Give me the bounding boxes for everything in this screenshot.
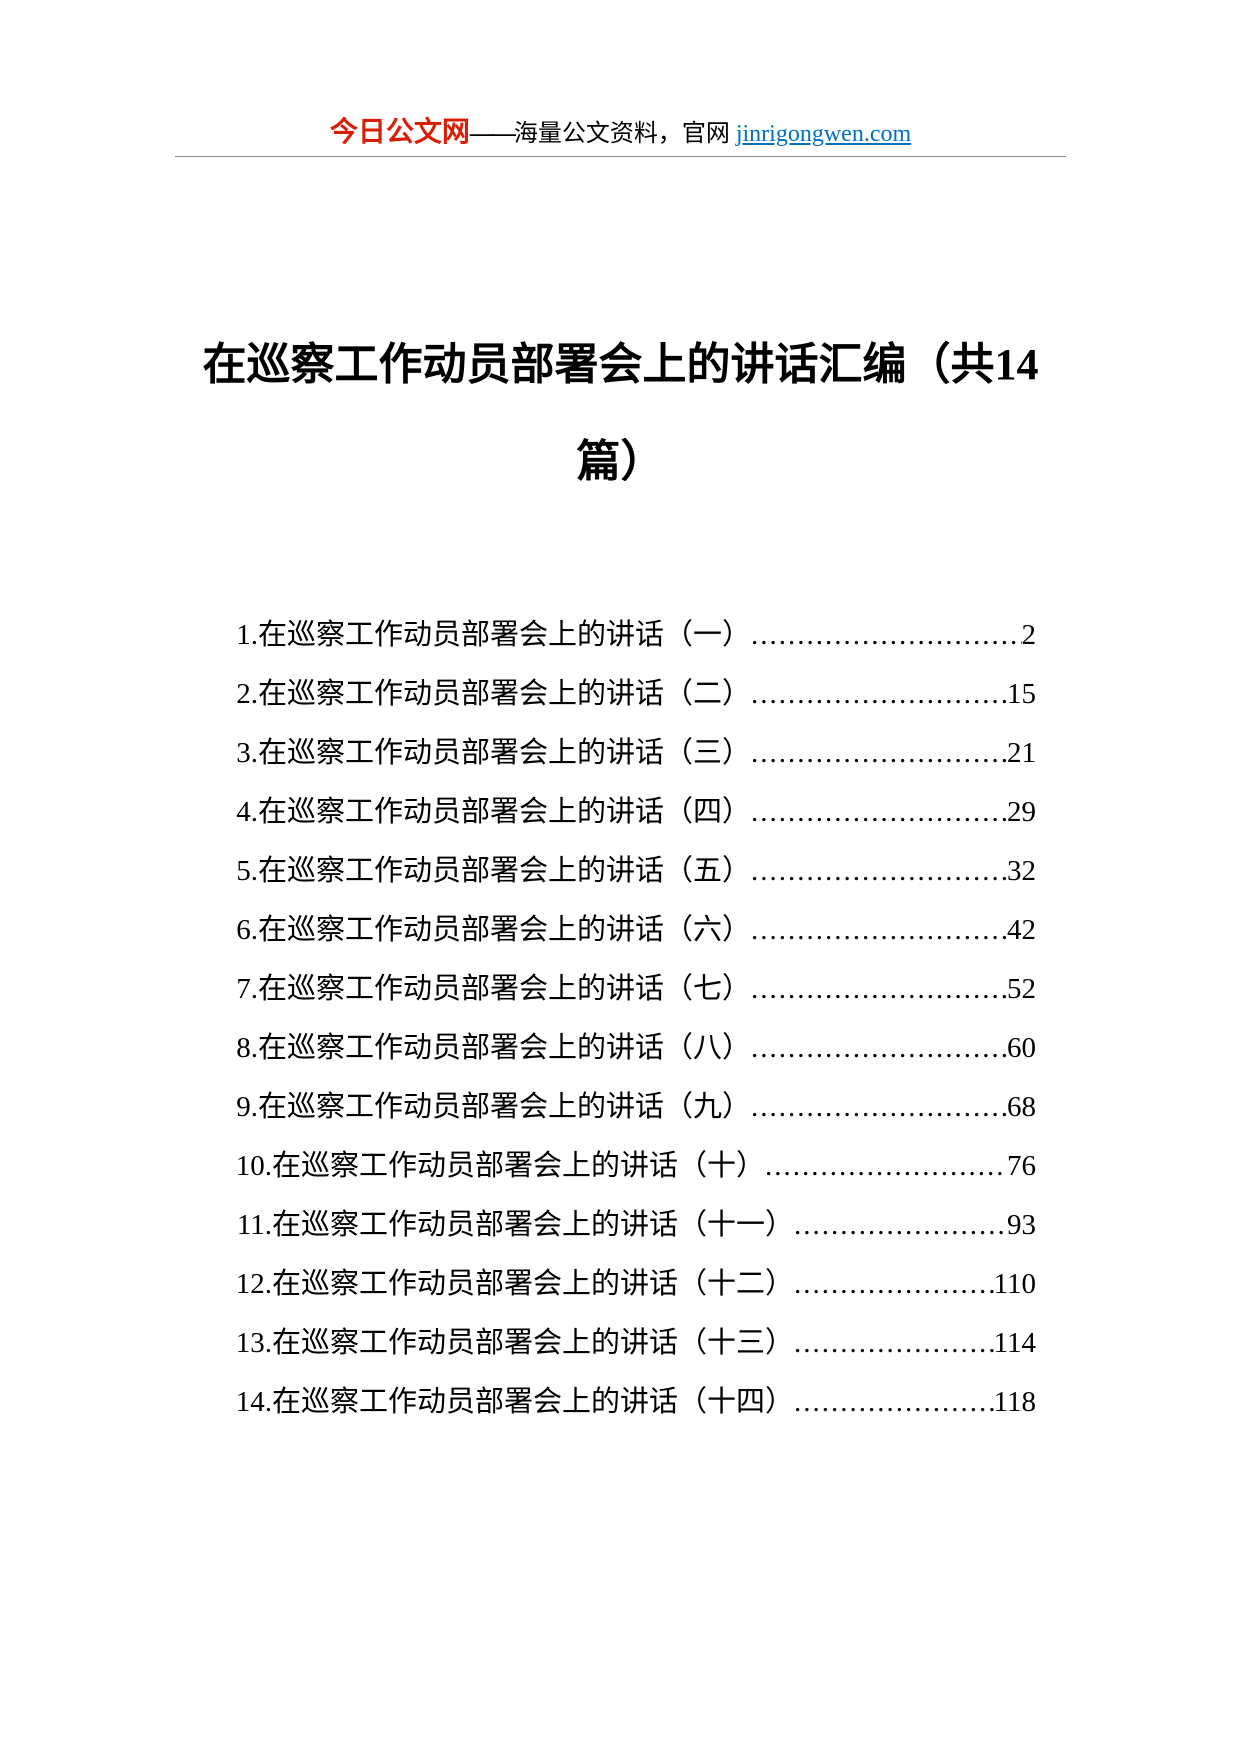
toc-entry[interactable]: 13.在巡察工作动员部署会上的讲话（十三）...................… — [230, 1329, 1036, 1358]
toc-label: 在巡察工作动员部署会上的讲话（十一） — [272, 1211, 794, 1240]
document-page: 今日公文网——海量公文资料，官网 jinrigongwen.com 在巡察工作动… — [0, 0, 1241, 1547]
toc-number: 7. — [230, 975, 258, 1004]
toc-number: 11. — [230, 1211, 272, 1240]
toc-label: 在巡察工作动员部署会上的讲话（七） — [258, 975, 751, 1004]
toc-number: 12. — [230, 1270, 272, 1299]
toc-number: 4. — [230, 798, 258, 827]
toc-number: 2. — [230, 680, 258, 709]
toc-label: 在巡察工作动员部署会上的讲话（十） — [272, 1152, 765, 1181]
toc-leader-dots: ........................................… — [751, 857, 1007, 886]
toc-leader-dots: ........................................… — [794, 1270, 994, 1299]
toc-leader-dots: ........................................… — [794, 1329, 994, 1358]
toc-label: 在巡察工作动员部署会上的讲话（八） — [258, 1034, 751, 1063]
toc-label: 在巡察工作动员部署会上的讲话（十四） — [272, 1388, 794, 1417]
toc-number: 9. — [230, 1093, 258, 1122]
toc-page-number: 68 — [1007, 1093, 1036, 1122]
toc-page-number: 52 — [1007, 975, 1036, 1004]
toc-page-number: 42 — [1007, 916, 1036, 945]
toc-number: 13. — [230, 1329, 272, 1358]
toc-number: 1. — [230, 621, 258, 650]
toc-label: 在巡察工作动员部署会上的讲话（二） — [258, 680, 751, 709]
toc-label: 在巡察工作动员部署会上的讲话（一） — [258, 621, 751, 650]
toc-page-number: 2 — [1022, 621, 1037, 650]
toc-number: 5. — [230, 857, 258, 886]
table-of-contents: 1. 在巡察工作动员部署会上的讲话（一）....................… — [175, 621, 1066, 1417]
toc-page-number: 32 — [1007, 857, 1036, 886]
toc-number: 10. — [230, 1152, 272, 1181]
toc-page-number: 110 — [994, 1270, 1036, 1299]
page-header: 今日公文网——海量公文资料，官网 jinrigongwen.com — [175, 110, 1066, 157]
toc-number: 6. — [230, 916, 258, 945]
toc-leader-dots: ........................................… — [765, 1152, 1007, 1181]
toc-leader-dots: ........................................… — [751, 680, 1007, 709]
toc-leader-dots: ........................................… — [751, 1093, 1007, 1122]
document-title: 在巡察工作动员部署会上的讲话汇编（共14 篇） — [175, 317, 1066, 511]
toc-entry[interactable]: 14.在巡察工作动员部署会上的讲话（十四）...................… — [230, 1388, 1036, 1417]
toc-label: 在巡察工作动员部署会上的讲话（九） — [258, 1093, 751, 1122]
toc-entry[interactable]: 10.在巡察工作动员部署会上的讲话（十）....................… — [230, 1152, 1036, 1181]
toc-leader-dots: ........................................… — [751, 1034, 1007, 1063]
toc-entry[interactable]: 4. 在巡察工作动员部署会上的讲话（四）....................… — [230, 798, 1036, 827]
toc-entry[interactable]: 8. 在巡察工作动员部署会上的讲话（八）....................… — [230, 1034, 1036, 1063]
toc-label: 在巡察工作动员部署会上的讲话（三） — [258, 739, 751, 768]
toc-entry[interactable]: 1. 在巡察工作动员部署会上的讲话（一）....................… — [230, 621, 1036, 650]
toc-entry[interactable]: 5. 在巡察工作动员部署会上的讲话（五）....................… — [230, 857, 1036, 886]
toc-entry[interactable]: 7. 在巡察工作动员部署会上的讲话（七）....................… — [230, 975, 1036, 1004]
toc-page-number: 114 — [994, 1329, 1036, 1358]
toc-leader-dots: ........................................… — [751, 798, 1007, 827]
toc-page-number: 15 — [1007, 680, 1036, 709]
toc-entry[interactable]: 3. 在巡察工作动员部署会上的讲话（三）....................… — [230, 739, 1036, 768]
toc-entry[interactable]: 2. 在巡察工作动员部署会上的讲话（二）....................… — [230, 680, 1036, 709]
toc-page-number: 60 — [1007, 1034, 1036, 1063]
toc-page-number: 118 — [994, 1388, 1036, 1417]
toc-entry[interactable]: 11.在巡察工作动员部署会上的讲话（十一）...................… — [230, 1211, 1036, 1240]
toc-number: 8. — [230, 1034, 258, 1063]
toc-leader-dots: ........................................… — [794, 1211, 1007, 1240]
toc-entry[interactable]: 6. 在巡察工作动员部署会上的讲话（六）....................… — [230, 916, 1036, 945]
toc-number: 14. — [230, 1388, 272, 1417]
toc-label: 在巡察工作动员部署会上的讲话（十三） — [272, 1329, 794, 1358]
toc-leader-dots: ........................................… — [751, 621, 1021, 650]
header-dash: —— — [470, 121, 514, 147]
toc-label: 在巡察工作动员部署会上的讲话（四） — [258, 798, 751, 827]
toc-page-number: 21 — [1007, 739, 1036, 768]
toc-label: 在巡察工作动员部署会上的讲话（十二） — [272, 1270, 794, 1299]
toc-leader-dots: ........................................… — [751, 975, 1007, 1004]
brand-name: 今日公文网 — [330, 116, 470, 147]
toc-leader-dots: ........................................… — [751, 916, 1007, 945]
toc-page-number: 76 — [1007, 1152, 1036, 1181]
header-link[interactable]: jinrigongwen.com — [736, 121, 911, 147]
toc-entry[interactable]: 9. 在巡察工作动员部署会上的讲话（九）....................… — [230, 1093, 1036, 1122]
toc-label: 在巡察工作动员部署会上的讲话（五） — [258, 857, 751, 886]
toc-leader-dots: ........................................… — [751, 739, 1007, 768]
toc-page-number: 93 — [1007, 1211, 1036, 1240]
toc-leader-dots: ........................................… — [794, 1388, 994, 1417]
header-tagline: 海量公文资料，官网 — [514, 121, 736, 147]
toc-label: 在巡察工作动员部署会上的讲话（六） — [258, 916, 751, 945]
toc-number: 3. — [230, 739, 258, 768]
toc-entry[interactable]: 12.在巡察工作动员部署会上的讲话（十二）...................… — [230, 1270, 1036, 1299]
toc-page-number: 29 — [1007, 798, 1036, 827]
